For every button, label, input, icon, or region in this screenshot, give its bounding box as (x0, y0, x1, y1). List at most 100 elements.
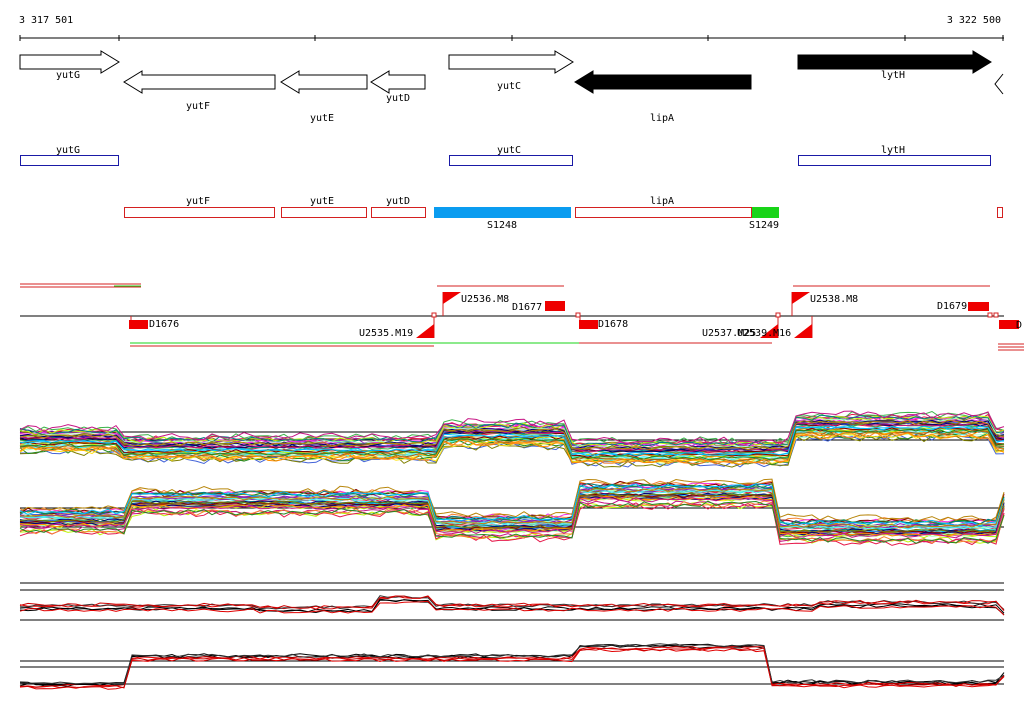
expression-panel-3 (19, 582, 1005, 621)
expression-trace (19, 488, 1005, 530)
marker-label: U2535.M19 (359, 328, 413, 339)
box-yutF[interactable] (124, 207, 275, 218)
gene-yutG[interactable]: yutG (19, 50, 120, 81)
expression-trace (19, 493, 1005, 535)
marker-label: D1679 (937, 301, 967, 312)
coordinate-ruler: 3 317 501 3 322 500 (19, 15, 1004, 41)
expression-trace (19, 419, 1005, 451)
flag-icon (760, 324, 778, 338)
gene-label: lytH (881, 70, 905, 81)
segment-S1249[interactable] (752, 207, 779, 218)
expression-trace (19, 414, 1005, 447)
marker-U2539-M16[interactable]: U2539.M16 (737, 316, 813, 339)
marker-label: U2536.M8 (461, 294, 509, 305)
gene-yutF[interactable]: yutF (123, 70, 276, 112)
flag-icon (416, 324, 434, 338)
expression-trace (19, 428, 1005, 461)
box-yutE[interactable] (281, 207, 367, 218)
expression-trace (19, 645, 1005, 688)
marker-U2538-M8[interactable]: U2538.M8 (791, 292, 858, 316)
box-label: lipA (650, 196, 674, 207)
gene-yutE[interactable]: yutE (280, 70, 368, 124)
expression-trace (19, 500, 1005, 544)
segment-label: S1249 (749, 220, 779, 231)
marker-partial-label: D (1016, 320, 1022, 331)
gene-yutD[interactable]: yutD (370, 70, 426, 104)
trace-group (19, 643, 1005, 690)
flag-icon (794, 324, 812, 338)
box-label: yutF (186, 196, 210, 207)
marker-label: D1677 (512, 302, 542, 313)
box-partial[interactable] (997, 207, 1003, 218)
segment-S1248[interactable] (434, 207, 571, 218)
end-coordinate: 3 322 500 (947, 15, 1001, 26)
expression-trace (19, 483, 1005, 527)
marker-partial[interactable] (999, 320, 1019, 329)
marker-label: U2538.M8 (810, 294, 858, 305)
marker-U2535-M19[interactable]: U2535.M19 (359, 316, 435, 339)
box-label: yutE (310, 196, 334, 207)
marker-D1676[interactable]: D1676 (129, 316, 179, 330)
gene-lytH[interactable]: lytH (797, 50, 992, 81)
gene-label: yutG (56, 70, 80, 81)
gene-label: yutF (186, 101, 210, 112)
arrow-left-icon (994, 73, 1004, 95)
transcription-markers-track: D1676 D1678 D1679 D U2536.M8 D1677 U2538… (20, 283, 1024, 351)
trace-group (19, 595, 1005, 616)
expression-trace (19, 643, 1005, 686)
marker-U2537-M25[interactable]: U2537.M25 (702, 316, 779, 339)
expression-trace (19, 487, 1005, 529)
marker-label: U2537.M25 (702, 328, 756, 339)
expression-trace (20, 495, 1005, 537)
marker-label: U2539.M16 (737, 328, 791, 339)
expression-panel-1 (19, 410, 1005, 468)
box-label: lytH (881, 145, 905, 156)
gene-label: lipA (650, 113, 674, 124)
gene-lipA[interactable]: lipA (574, 70, 752, 124)
expression-panel-4 (19, 643, 1005, 690)
marker-D1678[interactable]: D1678 (579, 316, 628, 330)
marker-D1677[interactable]: D1677 (512, 301, 565, 313)
expression-trace (19, 647, 1005, 689)
marker-U2536-M8[interactable]: U2536.M8 (442, 292, 509, 316)
box-label: yutD (386, 196, 410, 207)
expression-trace (19, 500, 1005, 544)
trace-group (19, 410, 1005, 468)
expression-trace (19, 595, 1005, 611)
plus-strand-boxes: yutG yutC lytH (20, 145, 991, 166)
expression-trace (19, 496, 1005, 539)
flag-icon (443, 292, 461, 304)
gene-yutC[interactable]: yutC (448, 50, 574, 92)
gene-label: yutC (497, 81, 521, 92)
gene-arrows-track: yutG yutF yutE yutD yutC lipA lytH (19, 50, 1004, 124)
expression-trace (19, 427, 1005, 458)
expression-trace (19, 599, 1005, 615)
box-yutC[interactable] (449, 155, 573, 166)
minus-strand-boxes: yutF yutE yutD lipA S1248 S1249 (124, 196, 1003, 231)
expression-trace (19, 492, 1005, 533)
gene-label: yutD (386, 93, 410, 104)
expression-panel-2 (19, 478, 1005, 546)
box-lipA[interactable] (575, 207, 752, 218)
expression-trace (19, 492, 1005, 533)
expression-trace (19, 421, 1005, 453)
box-yutD[interactable] (371, 207, 426, 218)
segment-label: S1248 (487, 220, 517, 231)
trace-group (19, 478, 1005, 546)
marker-D1679[interactable]: D1679 (937, 301, 989, 312)
gene-label: yutE (310, 113, 334, 124)
box-label: yutG (56, 145, 80, 156)
expression-trace (19, 487, 1005, 529)
flag-icon (792, 292, 810, 304)
box-yutG[interactable] (20, 155, 119, 166)
marker-label: D1676 (149, 319, 179, 330)
expression-trace (19, 600, 1005, 616)
expression-trace (19, 431, 1005, 465)
expression-trace (19, 643, 1005, 686)
start-coordinate: 3 317 501 (19, 15, 73, 26)
expression-trace (19, 478, 1005, 523)
box-lytH[interactable] (798, 155, 991, 166)
expression-trace (19, 410, 1005, 445)
expression-trace (19, 425, 1005, 457)
